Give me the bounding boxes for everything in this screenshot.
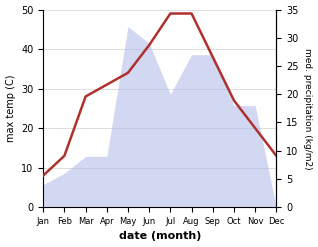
Y-axis label: med. precipitation (kg/m2): med. precipitation (kg/m2) [303,48,313,169]
Y-axis label: max temp (C): max temp (C) [5,75,16,142]
X-axis label: date (month): date (month) [119,231,201,242]
